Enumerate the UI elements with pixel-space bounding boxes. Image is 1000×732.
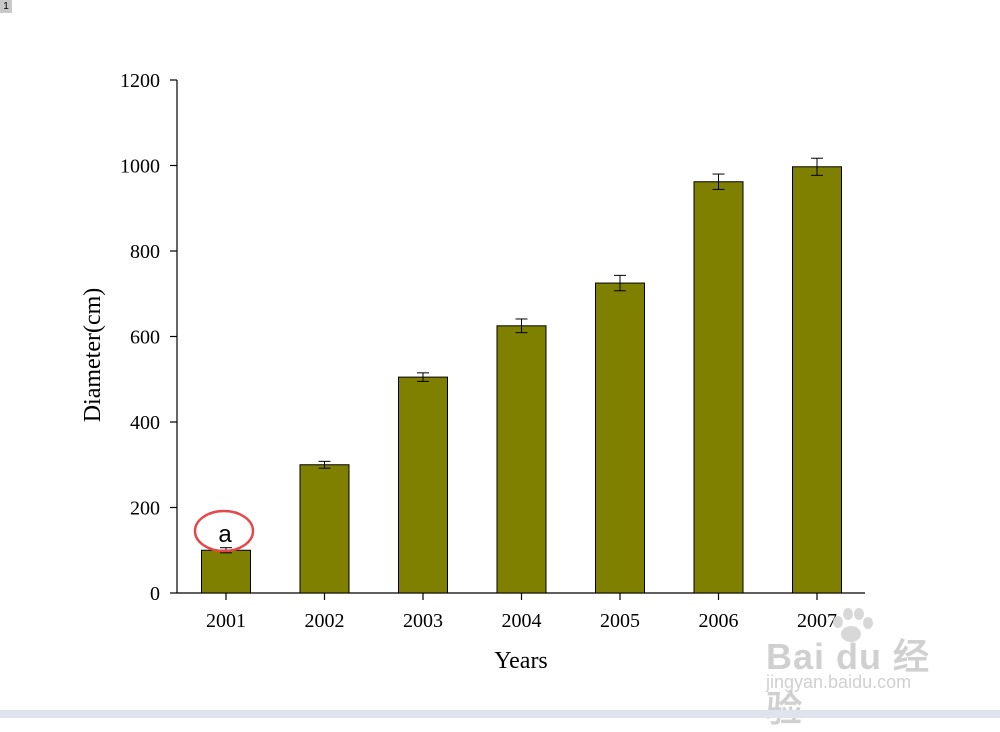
bar xyxy=(693,181,744,594)
x-tick-label: 2006 xyxy=(699,610,739,632)
bar xyxy=(792,166,842,594)
bar xyxy=(496,325,547,594)
bar xyxy=(201,549,251,594)
bottom-strip xyxy=(0,710,1000,718)
y-tick-label: 1000 xyxy=(120,156,160,178)
watermark: Bai du 经验 jingyan.baidu.com xyxy=(756,600,956,729)
page-number-badge: 1 xyxy=(0,0,12,13)
x-tick-label: 2003 xyxy=(403,610,443,632)
annotation-circle xyxy=(193,509,255,553)
y-axis-label: Diameter(cm) xyxy=(80,288,106,423)
y-tick-label: 400 xyxy=(130,412,160,434)
annotation-label: a xyxy=(218,521,232,548)
watermark-url: jingyan.baidu.com xyxy=(766,672,912,692)
x-axis-label: Years xyxy=(494,648,548,674)
y-tick-label: 1200 xyxy=(120,70,160,92)
y-tick-label: 0 xyxy=(150,583,160,605)
bar xyxy=(398,376,448,594)
y-tick-label: 800 xyxy=(130,241,160,263)
y-tick-label: 600 xyxy=(130,327,160,349)
bar xyxy=(299,464,350,594)
x-tick-label: 2004 xyxy=(502,610,542,632)
y-tick-label: 200 xyxy=(130,498,160,520)
x-tick-label: 2001 xyxy=(206,610,246,632)
x-tick-label: 2002 xyxy=(305,610,345,632)
bar xyxy=(595,282,645,594)
paw-icon xyxy=(833,608,873,642)
x-tick-label: 2005 xyxy=(600,610,640,632)
x-tick-label: 2007 xyxy=(797,610,837,632)
